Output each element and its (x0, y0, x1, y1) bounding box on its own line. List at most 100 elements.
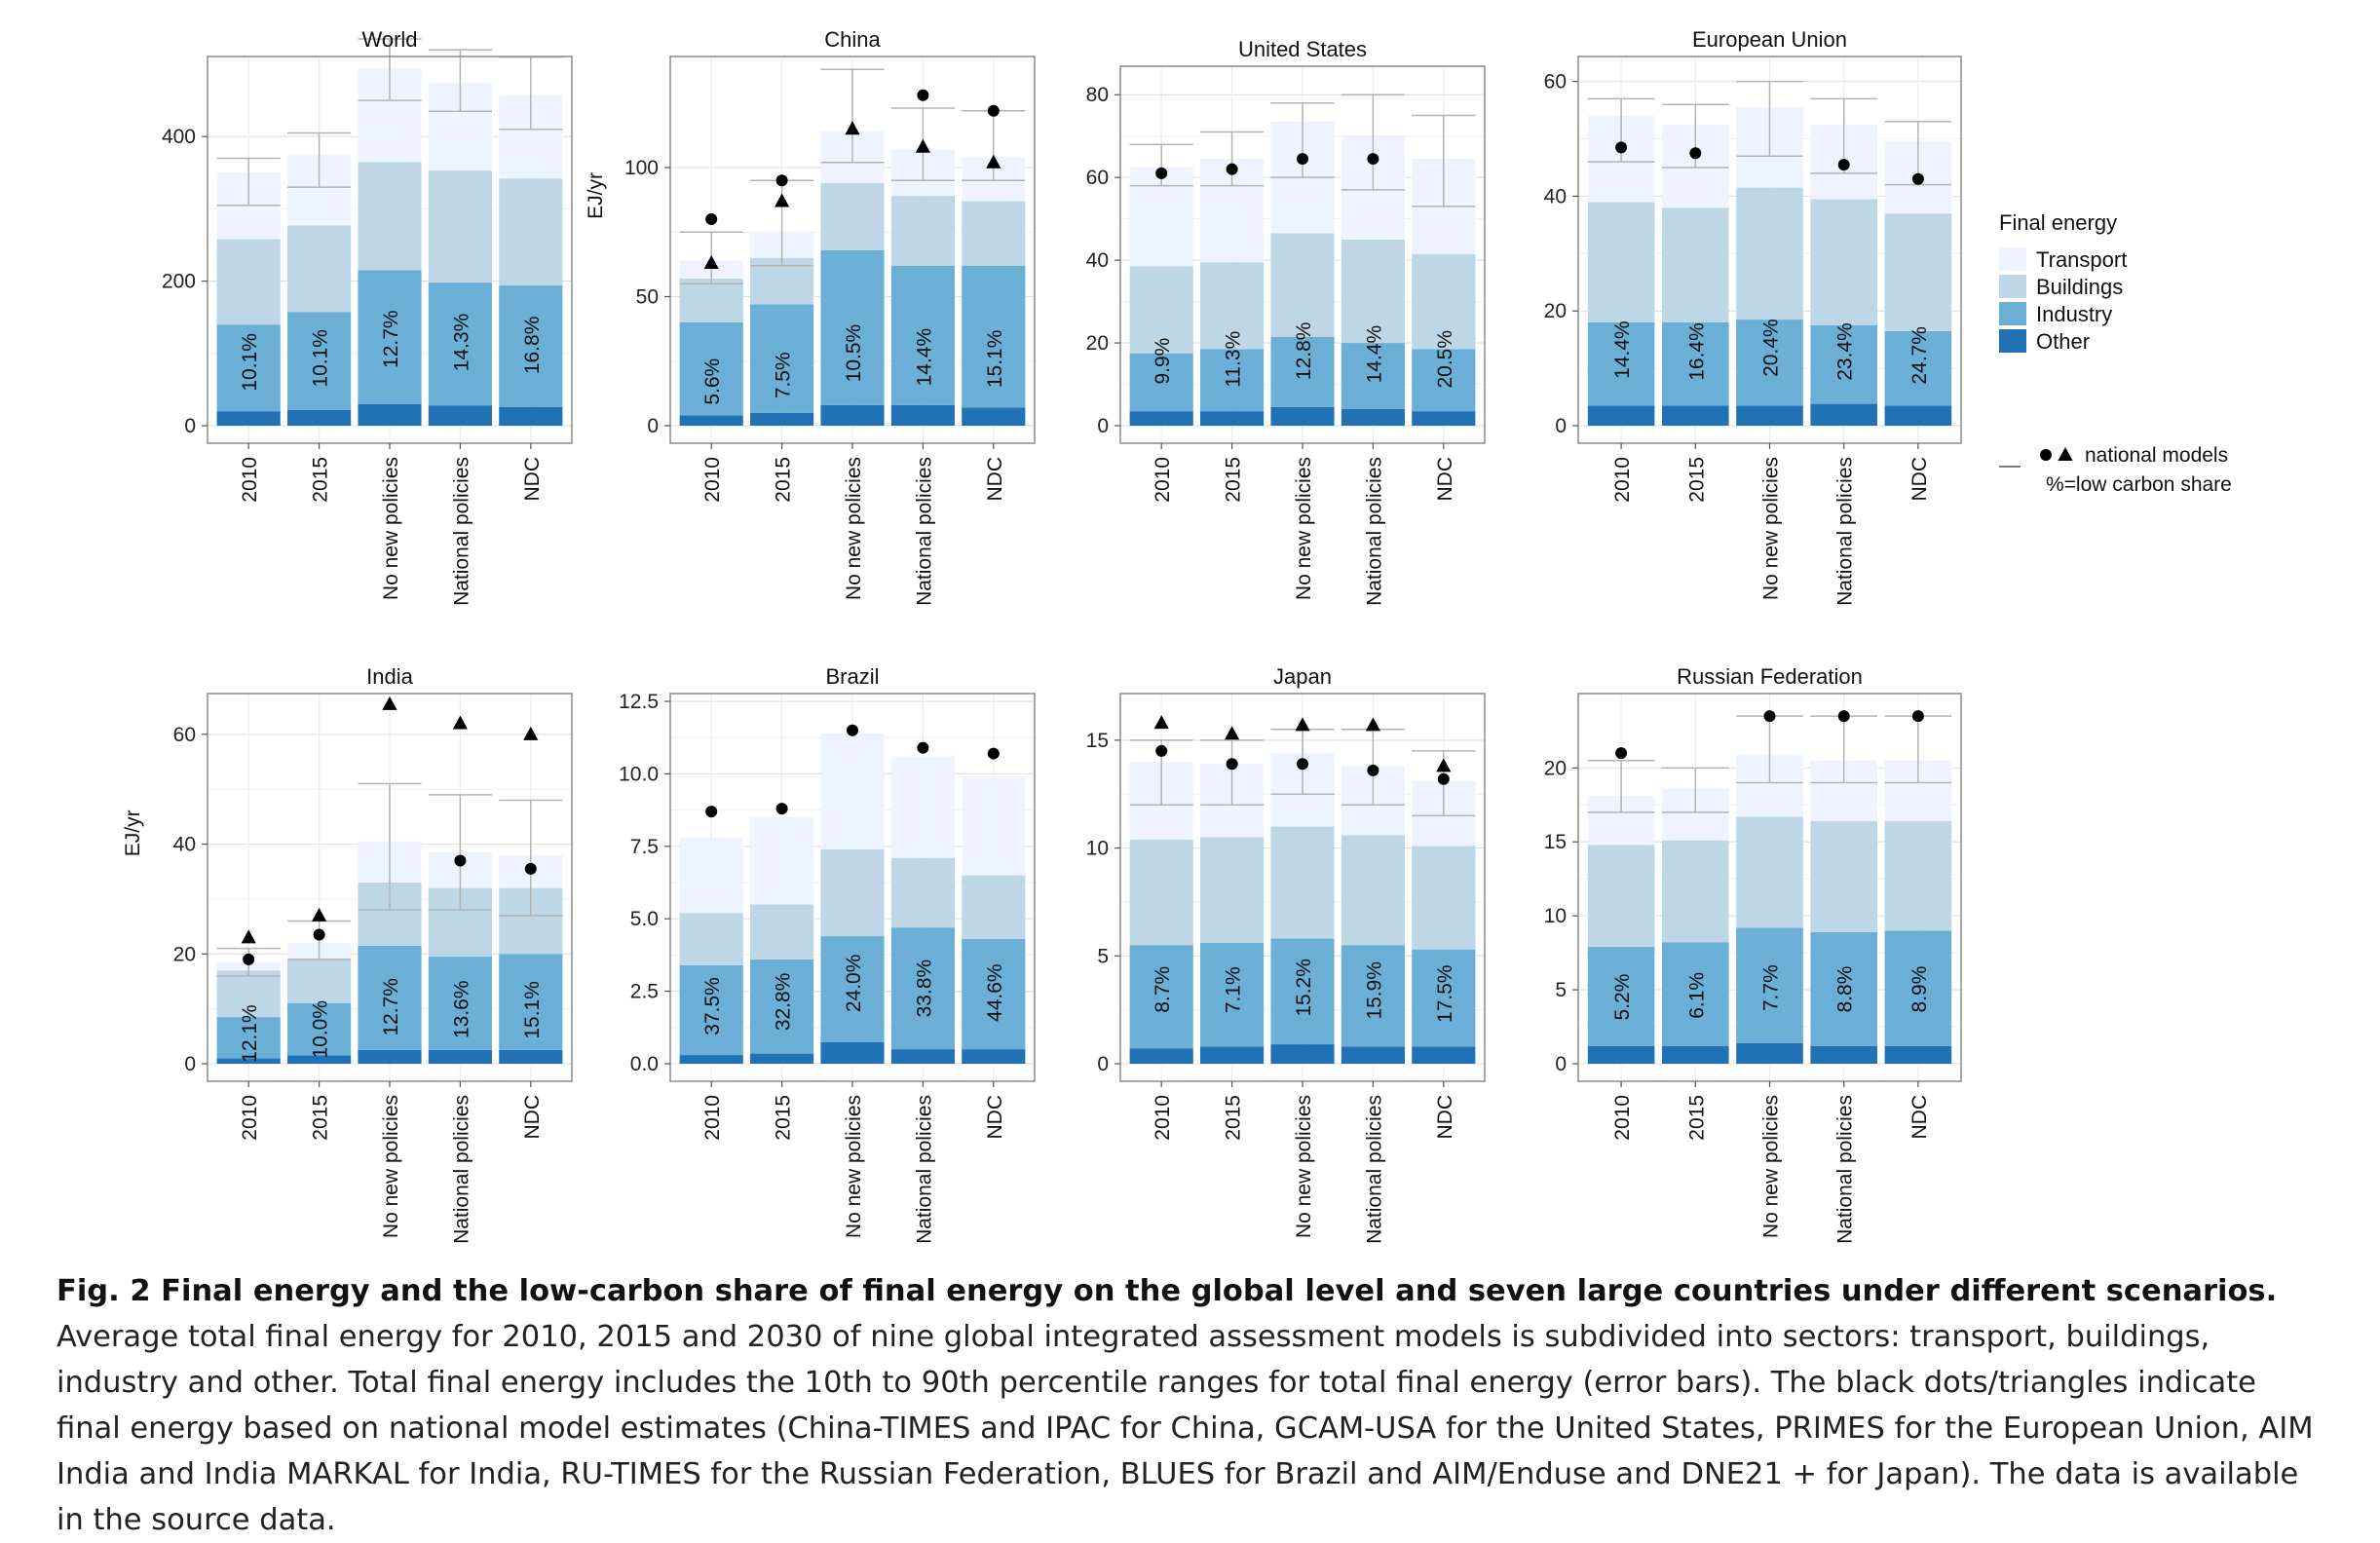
share-label: 7.1% (1223, 966, 1245, 1013)
national-model-dot (1763, 710, 1776, 723)
panel-world: 10.1% 10.1% 12.7% 14.3% 16.8% 0 200 400 2010 2015… (162, 27, 573, 606)
bar-segment-industry (1412, 949, 1476, 1047)
bar-segment-buildings (1270, 233, 1335, 337)
bar-segment-buildings (216, 239, 281, 325)
x-tick-label: 2010 (1611, 1095, 1634, 1141)
bar-segment-other (1736, 1042, 1803, 1064)
bar-segment-industry (287, 1003, 352, 1056)
y-axis-label: EJ/yr (122, 809, 144, 856)
national-model-dot (1615, 141, 1628, 154)
x-tick-label: National policies (1834, 457, 1857, 606)
x-tick-label: 2010 (1611, 457, 1634, 503)
bar-segment-other (1129, 411, 1193, 426)
y-tick-label: 5.0 (630, 908, 659, 930)
y-tick-label: 40 (1086, 249, 1109, 272)
share-label: 20.5% (1434, 330, 1456, 389)
bar-segment-other (358, 403, 422, 426)
y-tick-label: 10 (1086, 838, 1109, 860)
bar-segment-other (1810, 1045, 1877, 1064)
bar-segment-industry (1587, 947, 1655, 1046)
legend-title: Final energy (1999, 210, 2117, 235)
x-tick-label: No new policies (1293, 457, 1315, 600)
bar-segment-other (890, 404, 955, 426)
panel-title: Russian Federation (1677, 664, 1863, 689)
x-tick-label: 2010 (701, 457, 724, 503)
y-tick-label: 10.0 (619, 763, 659, 785)
y-tick-label: 5 (1555, 979, 1567, 1001)
bar-segment-other (287, 1055, 352, 1064)
bar-segment-buildings (1412, 253, 1476, 350)
x-tick-label: NDC (1434, 1095, 1456, 1140)
y-tick-label: 20 (1544, 300, 1567, 322)
panel-russian-federation: 5.2% 6.1% 7.7% 8.8% 8.9% 0 5 10 15 20 2010 2015 No n… (1544, 664, 1962, 1244)
panel-title: European Union (1692, 27, 1847, 52)
bar-segment-buildings (428, 170, 492, 283)
national-model-dot (1155, 744, 1168, 757)
panel-india: 12.1% 10.0% 12.7% 13.6% 15.1% 0 20 40 60 2010 2015… (122, 664, 573, 1244)
national-model-dot (313, 928, 325, 941)
national-model-triangle (1153, 715, 1169, 730)
bar-segment-other (1412, 411, 1476, 426)
bar-segment-industry (358, 270, 422, 404)
national-model-dot (917, 89, 929, 101)
legend-swatch-transport (1999, 247, 2026, 271)
bar-segment-industry (1884, 330, 1952, 406)
bar-segment-buildings (1587, 845, 1655, 948)
share-label: 17.5% (1434, 964, 1456, 1023)
y-tick-label: 0 (184, 415, 196, 437)
bar-segment-industry (890, 927, 955, 1050)
share-label: 44.6% (984, 963, 1006, 1022)
bar-segment-other (1270, 1044, 1335, 1064)
x-tick-label: 2015 (310, 1095, 332, 1141)
x-tick-label: NDC (1908, 457, 1931, 502)
bar-segment-buildings (820, 848, 885, 937)
national-model-dot (1226, 758, 1238, 771)
share-label: 9.9% (1152, 338, 1174, 385)
bar-segment-industry (679, 964, 743, 1056)
share-label: 16.8% (521, 317, 544, 375)
bar-segment-industry (1736, 927, 1803, 1043)
legend-dot-marker (2040, 449, 2052, 461)
x-tick-label: NDC (984, 457, 1006, 502)
bar-segment-industry (499, 954, 563, 1050)
national-model-triangle (382, 696, 397, 710)
bar-segment-buildings (499, 178, 563, 286)
national-model-dot (1226, 163, 1238, 175)
bar-segment-industry (1270, 938, 1335, 1045)
x-tick-label: 2015 (773, 1095, 795, 1141)
bar-segment-industry (1587, 322, 1655, 406)
y-tick-label: 400 (162, 126, 196, 148)
x-tick-label: 2015 (773, 457, 795, 503)
share-label: 7.7% (1760, 964, 1783, 1011)
panel-title: United States (1238, 37, 1367, 61)
bar-segment-other (679, 415, 743, 426)
national-model-triangle (703, 255, 719, 270)
y-tick-label: 5 (1097, 945, 1109, 967)
share-label: 10.1% (310, 329, 332, 388)
bar-segment-buildings (1200, 262, 1265, 350)
bar-segment-other (750, 1053, 814, 1064)
bar-segment-industry (1341, 945, 1405, 1047)
x-tick-label: NDC (1434, 457, 1456, 502)
bar-segment-industry (216, 324, 281, 412)
panel-japan: 8.7% 7.1% 15.2% 15.9% 17.5% 0 5 10 15 2010 2015 No … (1086, 664, 1486, 1244)
figure-caption: Fig. 2 Final energy and the low-carbon s… (57, 1268, 2326, 1543)
national-model-triangle (1295, 717, 1310, 732)
bar-segment-industry (358, 945, 422, 1050)
share-label: 8.9% (1908, 966, 1931, 1013)
bar-segment-industry (1810, 931, 1877, 1046)
share-label: 15.1% (521, 981, 544, 1039)
national-model-triangle (523, 726, 539, 740)
y-tick-label: 40 (1544, 185, 1567, 207)
bar-segment-industry (1810, 324, 1877, 404)
bar-segment-industry (1412, 349, 1476, 412)
share-label: 14.4% (1363, 325, 1385, 384)
bar-segment-other (1129, 1048, 1193, 1064)
caption-bold: Fig. 2 Final energy and the low-carbon s… (57, 1274, 2278, 1308)
y-tick-label: 60 (1544, 71, 1567, 94)
share-label: 12.8% (1293, 322, 1315, 381)
legend-swatch-industry (1999, 302, 2026, 325)
national-model-dot (1297, 153, 1308, 166)
national-model-triangle (241, 929, 256, 944)
